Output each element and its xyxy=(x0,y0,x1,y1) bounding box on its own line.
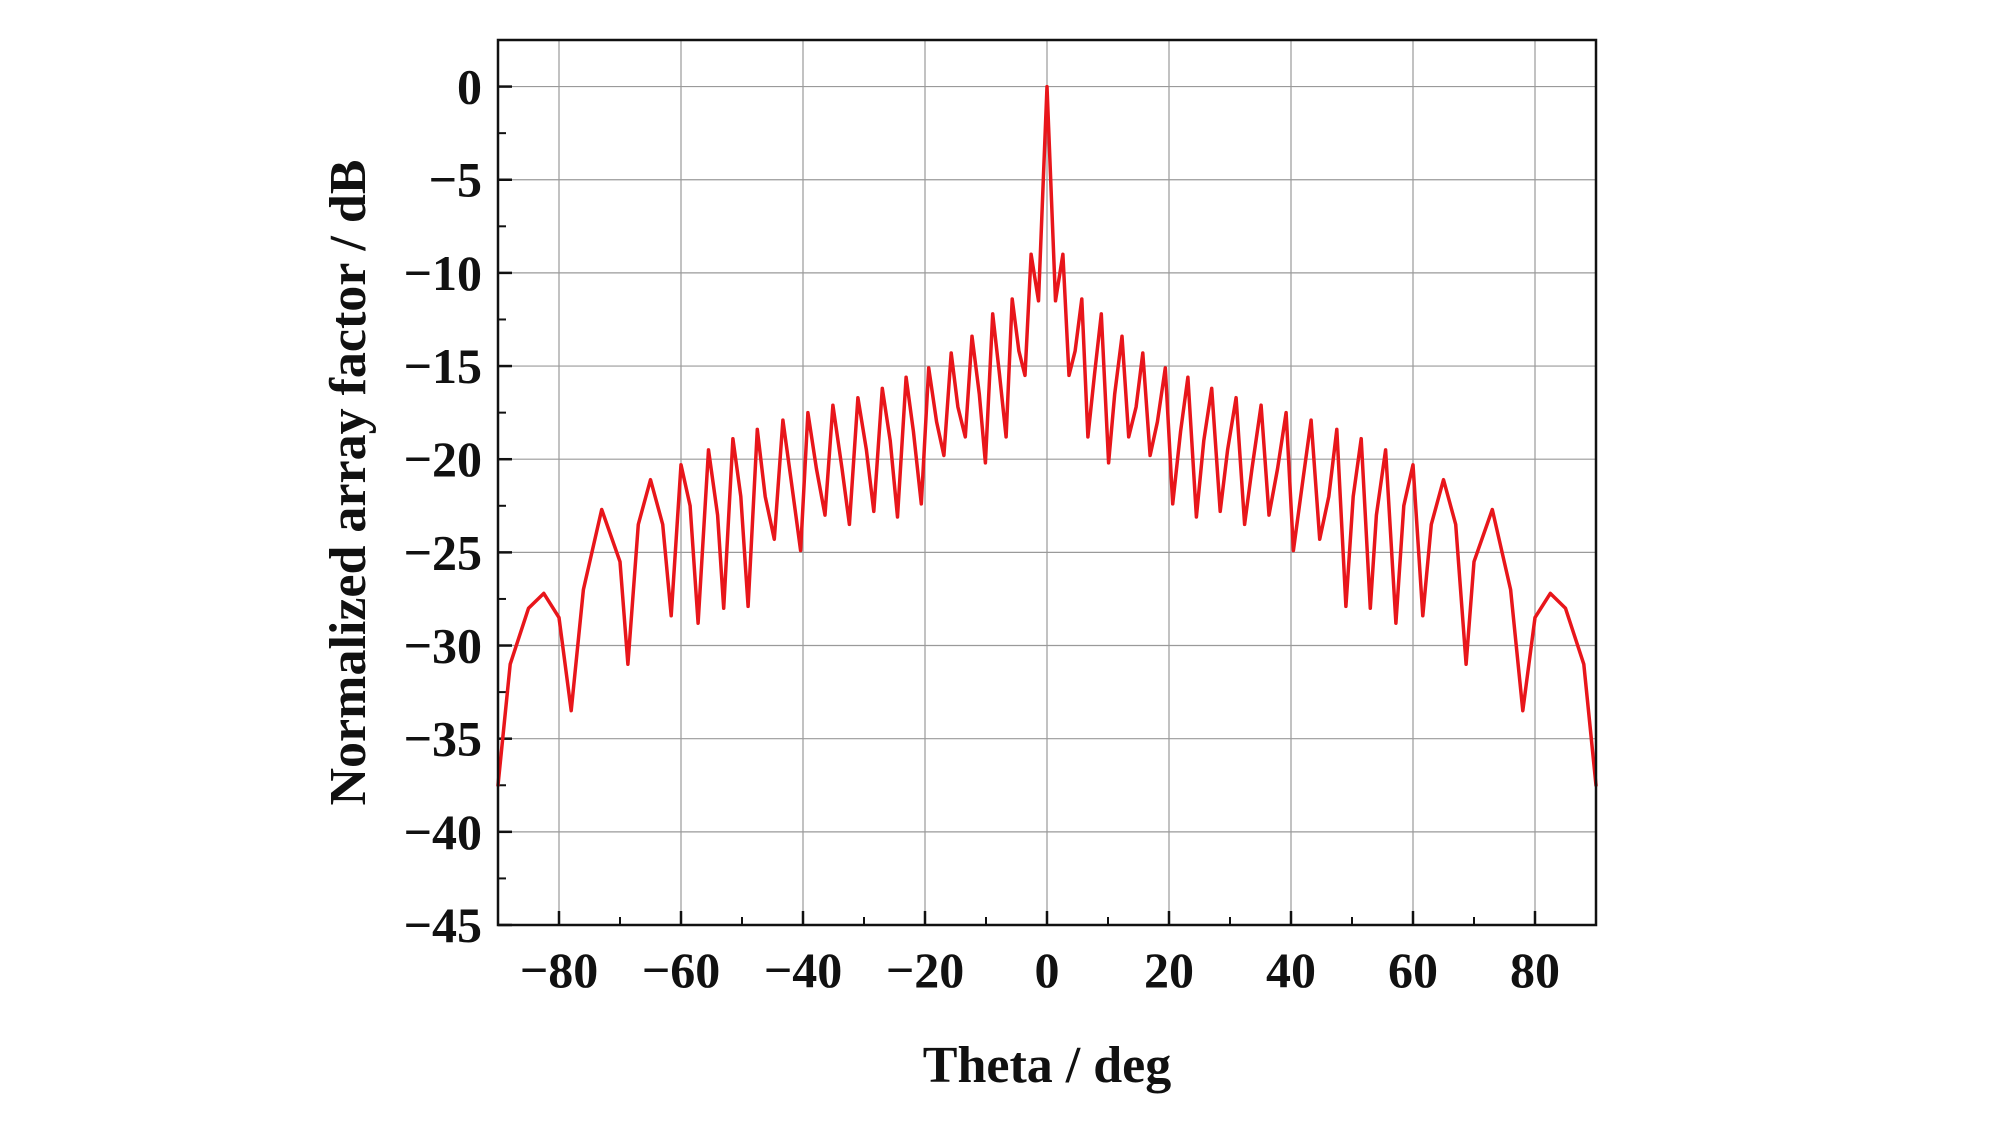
y-tick-label: −30 xyxy=(404,618,483,674)
y-tick-label: 0 xyxy=(457,59,482,115)
array-factor-series-line xyxy=(496,84,1598,788)
y-axis-title: Normalized array factor / dB xyxy=(320,160,377,806)
grid-layer xyxy=(498,40,1596,925)
x-tick-label: −60 xyxy=(642,942,721,998)
x-tick-label: −20 xyxy=(886,942,965,998)
x-tick-label: 60 xyxy=(1388,942,1438,998)
y-tick-label: −15 xyxy=(404,338,483,394)
x-tick-label: 80 xyxy=(1510,942,1560,998)
y-tick-label: −25 xyxy=(404,524,483,580)
y-tick-label: −5 xyxy=(429,152,483,208)
x-tick-label: 0 xyxy=(1035,942,1060,998)
x-tick-label: −40 xyxy=(764,942,843,998)
plot-frame xyxy=(496,38,1598,927)
x-tick-label: −80 xyxy=(520,942,599,998)
x-tick-label: 40 xyxy=(1266,942,1316,998)
tick-label-layer: −80 −60 −40 −20 0 20 40 60 80 0 −5 −10 −15 −20 −25 −30 −… xyxy=(404,59,1561,998)
y-tick-label: −45 xyxy=(404,897,483,953)
x-axis-title: Theta / deg xyxy=(923,1037,1171,1094)
y-tick-label: −40 xyxy=(404,804,483,860)
x-tick-label: 20 xyxy=(1144,942,1194,998)
y-tick-label: −35 xyxy=(404,711,483,767)
y-tick-label: −20 xyxy=(404,431,483,487)
y-tick-label: −10 xyxy=(404,245,483,301)
series-layer xyxy=(496,84,1598,788)
